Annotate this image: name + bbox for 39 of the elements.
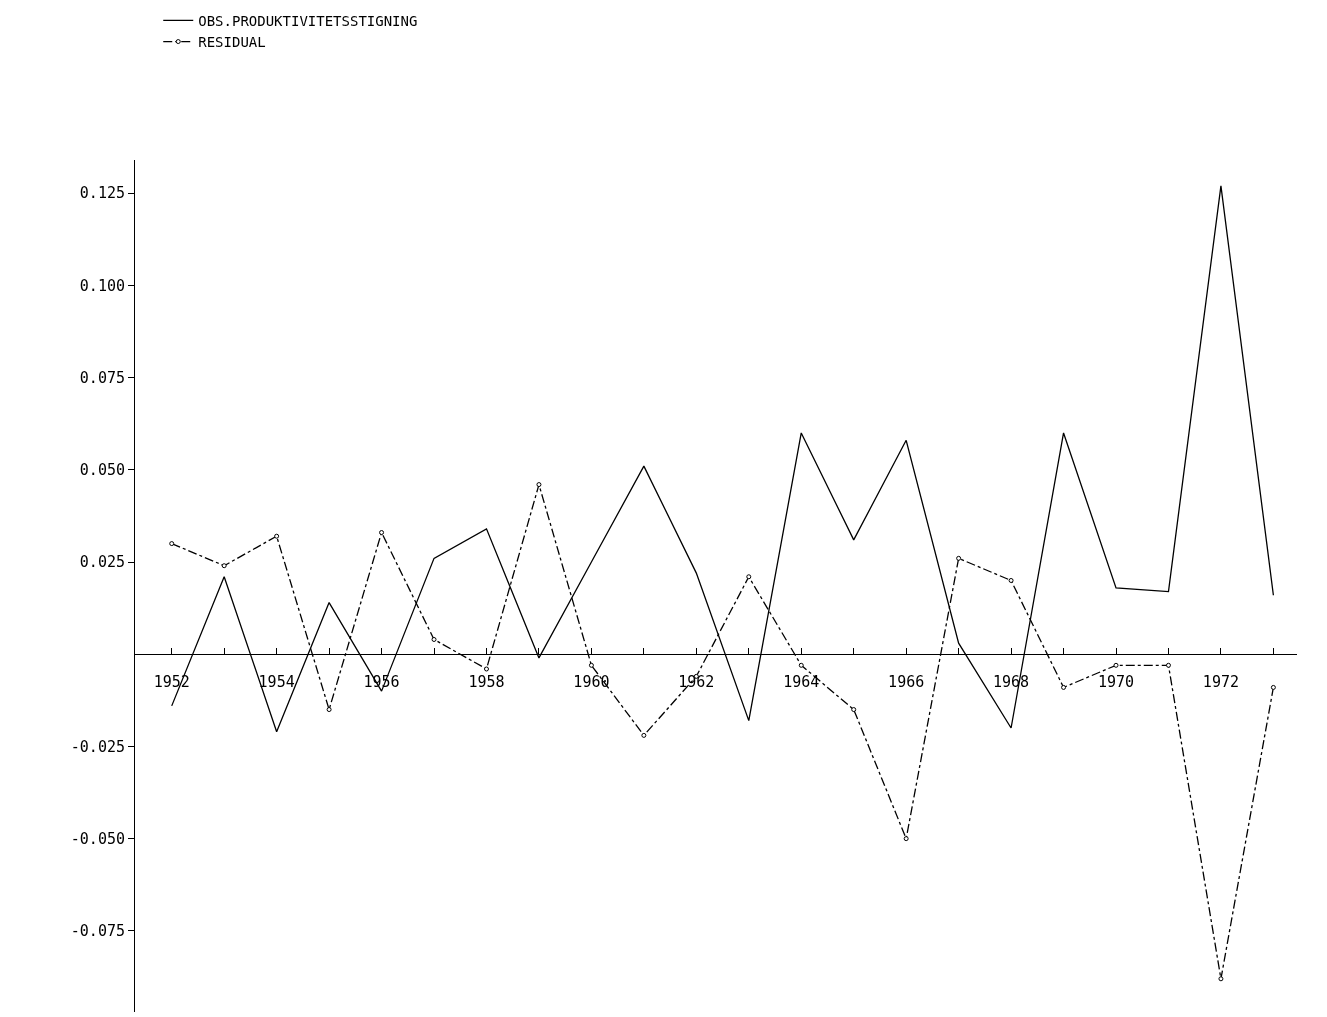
point <box>326 707 332 713</box>
x-tick-label: 1972 <box>1202 673 1239 692</box>
legend-label: RESIDUAL <box>198 34 266 51</box>
x-tick-label: 1966 <box>888 673 925 692</box>
point <box>536 482 542 488</box>
point <box>956 555 962 561</box>
point <box>221 563 227 569</box>
y-tick-label: -0.050 <box>70 829 125 848</box>
x-tick-label: 1964 <box>783 673 820 692</box>
legend-label: OBS.PRODUKTIVITETSSTIGNING <box>198 12 418 29</box>
x-tick-label: 1970 <box>1097 673 1135 692</box>
point <box>851 707 857 713</box>
y-tick-label: 0.100 <box>79 276 125 295</box>
y-tick-label: -0.075 <box>70 922 125 941</box>
y-tick-label: 0.125 <box>79 184 125 203</box>
y-tick-label: 0.050 <box>79 461 125 480</box>
y-tick-label: 0.075 <box>79 368 125 387</box>
point <box>1113 662 1119 668</box>
x-tick-label: 1958 <box>468 673 505 692</box>
point <box>798 662 804 668</box>
point <box>746 574 752 580</box>
x-tick-label: 1962 <box>678 673 715 692</box>
point <box>1218 976 1224 982</box>
point <box>1061 684 1067 690</box>
point <box>1008 577 1014 583</box>
point <box>169 541 175 547</box>
point <box>903 836 909 842</box>
point <box>641 732 647 738</box>
point <box>483 666 489 672</box>
x-tick-label: 1954 <box>258 673 295 692</box>
point <box>379 530 385 536</box>
x-tick-label: 1960 <box>573 673 610 692</box>
point <box>1270 684 1276 690</box>
y-tick-label: 0.025 <box>79 553 125 572</box>
point <box>431 636 437 642</box>
point <box>588 662 594 668</box>
point <box>274 533 280 539</box>
y-tick-label: -0.025 <box>70 737 125 756</box>
point <box>1165 662 1171 668</box>
